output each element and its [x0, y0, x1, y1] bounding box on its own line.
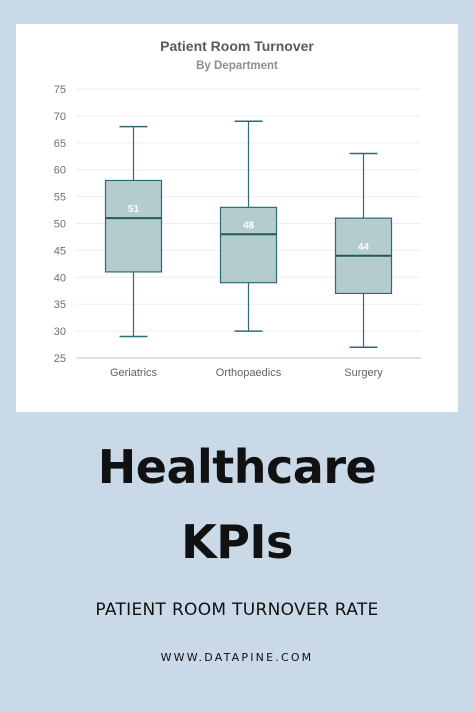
chart-title: Patient Room Turnover	[160, 38, 314, 54]
chart-card: 25 30 35 40 45 50 55 60 65 70 75 51 Geriatrics 48 Orth…	[16, 24, 458, 412]
x-category-label: Orthopaedics	[216, 367, 282, 379]
y-tick-label: 35	[54, 299, 66, 311]
median-data-label: 44	[358, 242, 370, 253]
poster-heading-line2: KPIs	[181, 515, 293, 569]
x-category-label: Geriatrics	[110, 367, 158, 379]
y-tick-label: 30	[54, 326, 66, 338]
y-tick-label: 70	[54, 111, 66, 123]
poster-heading-line1: Healthcare	[97, 440, 377, 494]
y-tick-label: 65	[54, 138, 66, 150]
y-tick-label: 40	[54, 272, 66, 284]
y-tick-label: 25	[54, 353, 66, 365]
box-iqr	[104, 179, 163, 273]
poster-subtitle: PATIENT ROOM TURNOVER RATE	[95, 600, 379, 620]
chart-subtitle: By Department	[196, 60, 278, 72]
y-tick-label: 45	[54, 245, 66, 257]
y-tick-label: 55	[54, 192, 66, 204]
x-category-label: Surgery	[344, 367, 383, 379]
y-tick-label: 50	[54, 219, 66, 231]
website-url: WWW.DATAPINE.COM	[160, 651, 314, 664]
y-tick-label: 75	[54, 84, 66, 96]
box-iqr	[219, 206, 278, 284]
median-data-label: 48	[243, 220, 255, 231]
median-data-label: 51	[128, 204, 140, 215]
boxplot-chart: 25 30 35 40 45 50 55 60 65 70 75 51 Geriatrics 48 Orth…	[54, 84, 421, 379]
y-tick-label: 60	[54, 165, 66, 177]
